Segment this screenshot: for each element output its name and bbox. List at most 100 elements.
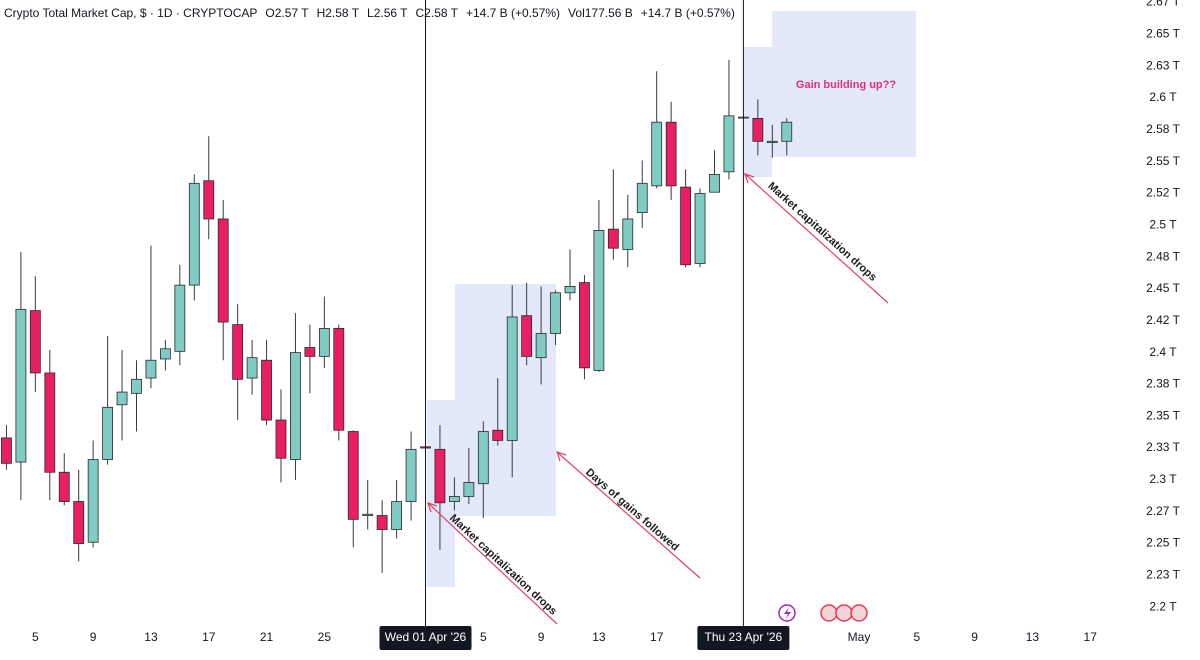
- candle-body: [781, 121, 793, 142]
- x-tick-label: 17: [1084, 630, 1098, 644]
- candle-body: [579, 282, 590, 369]
- candle-body: [448, 496, 460, 502]
- candle-body: [116, 391, 128, 406]
- highlight-box: [455, 284, 556, 516]
- candle-body: [391, 501, 403, 530]
- legend-value: +14.7 B (+0.57%): [465, 6, 561, 20]
- candle-body: [246, 357, 258, 379]
- annotation-text: Gain building up??: [796, 79, 896, 91]
- highlight-box: [772, 11, 916, 157]
- y-tick-label: 2.67 T: [1146, 0, 1180, 9]
- x-tick-label: 17: [650, 630, 664, 644]
- candle-body: [434, 448, 446, 504]
- x-tick-label: 13: [592, 630, 606, 644]
- candle-body: [607, 228, 619, 249]
- candle-body: [376, 515, 388, 530]
- y-tick-label: 2.45 T: [1146, 281, 1180, 295]
- header: Crypto Total Market Cap, $ · 1D · CRYPTO…: [4, 6, 735, 20]
- x-tick-label: 5: [480, 630, 487, 644]
- crosshair-label-bg: [379, 626, 472, 650]
- candle-body: [145, 359, 157, 379]
- y-tick-label: 2.25 T: [1146, 536, 1180, 550]
- candle-body: [564, 286, 576, 294]
- event-icon: [820, 604, 838, 622]
- annotation-text: Market capitalization drops: [765, 180, 878, 284]
- candle-body: [318, 328, 330, 357]
- candle-body: [651, 121, 663, 187]
- crosshair-label: Thu 23 Apr '26: [705, 630, 783, 644]
- x-tick-label: 9: [90, 630, 97, 644]
- candle-body: [622, 218, 634, 250]
- chart-title: Crypto Total Market Cap, $ · 1D · CRYPTO…: [4, 6, 258, 20]
- arrow-head: [744, 173, 755, 184]
- candle-body: [665, 121, 677, 187]
- candle-body: [463, 482, 475, 497]
- crosshair-label-bg: [697, 626, 790, 650]
- x-tick-label: May: [848, 630, 871, 644]
- x-tick-label: 13: [1026, 630, 1040, 644]
- y-tick-label: 2.6 T: [1149, 90, 1177, 104]
- candle-body: [636, 182, 648, 213]
- candle-body: [752, 117, 764, 142]
- y-tick-label: 2.3 T: [1149, 472, 1177, 486]
- candle-body: [680, 186, 691, 266]
- candle-body: [44, 372, 56, 473]
- legend-value: O2.57 T: [265, 6, 309, 20]
- event-icon: [784, 607, 791, 620]
- event-icon: [850, 604, 868, 622]
- arrow: [744, 173, 889, 304]
- candle-body: [174, 284, 186, 352]
- candle-body: [723, 115, 735, 173]
- candle-body: [766, 140, 778, 143]
- arrow-head: [556, 451, 567, 462]
- y-tick-label: 2.42 T: [1146, 313, 1180, 327]
- candle-body: [535, 333, 547, 359]
- plot: [1, 59, 793, 573]
- candle-body: [102, 406, 113, 460]
- candle-body: [405, 448, 417, 502]
- y-tick-label: 2.38 T: [1146, 377, 1180, 391]
- x-tick-label: 9: [971, 630, 978, 644]
- candle-body: [290, 352, 301, 460]
- candle-body: [347, 431, 359, 520]
- legend-value: H2.58 T: [316, 6, 360, 20]
- y-tick-label: 2.52 T: [1146, 186, 1180, 200]
- y-tick-label: 2.58 T: [1146, 122, 1180, 136]
- annotation-text: Days of gains followed: [583, 466, 681, 553]
- candle-body: [131, 378, 142, 394]
- candle-body: [477, 431, 489, 485]
- candle-body: [261, 359, 272, 421]
- candle-body: [217, 218, 229, 323]
- y-tick-label: 2.23 T: [1146, 568, 1180, 582]
- y-tick-label: 2.65 T: [1146, 27, 1180, 41]
- arrow-head: [427, 502, 438, 513]
- legend-value: Vol177.56 B: [568, 6, 633, 20]
- candle-body: [506, 316, 518, 441]
- candle-body: [304, 347, 316, 357]
- event-icon: [835, 604, 853, 622]
- candle-body: [709, 173, 720, 193]
- y-tick-label: 2.35 T: [1146, 408, 1180, 422]
- x-tick-label: 17: [202, 630, 216, 644]
- candle-body: [275, 419, 287, 459]
- x-tick-label: 5: [913, 630, 920, 644]
- candle-body: [521, 315, 533, 357]
- legend-value: L2.56 T: [367, 6, 408, 20]
- y-tick-label: 2.63 T: [1146, 58, 1180, 72]
- x-tick-label: 9: [538, 630, 545, 644]
- candle-body: [550, 292, 561, 334]
- candle-body: [188, 182, 200, 286]
- candle-body: [159, 348, 171, 360]
- candle-body: [694, 193, 706, 264]
- candle-body: [73, 501, 85, 544]
- legend-value: +14.7 B (+0.57%): [640, 6, 735, 20]
- annotation-text: Market capitalization drops: [447, 512, 559, 617]
- candle-body: [333, 328, 345, 431]
- crosshair-label: Wed 01 Apr '26: [385, 630, 467, 644]
- candle-body: [492, 429, 504, 441]
- candle-body: [232, 324, 244, 380]
- candle-body: [29, 310, 41, 374]
- y-tick-label: 2.5 T: [1149, 217, 1177, 231]
